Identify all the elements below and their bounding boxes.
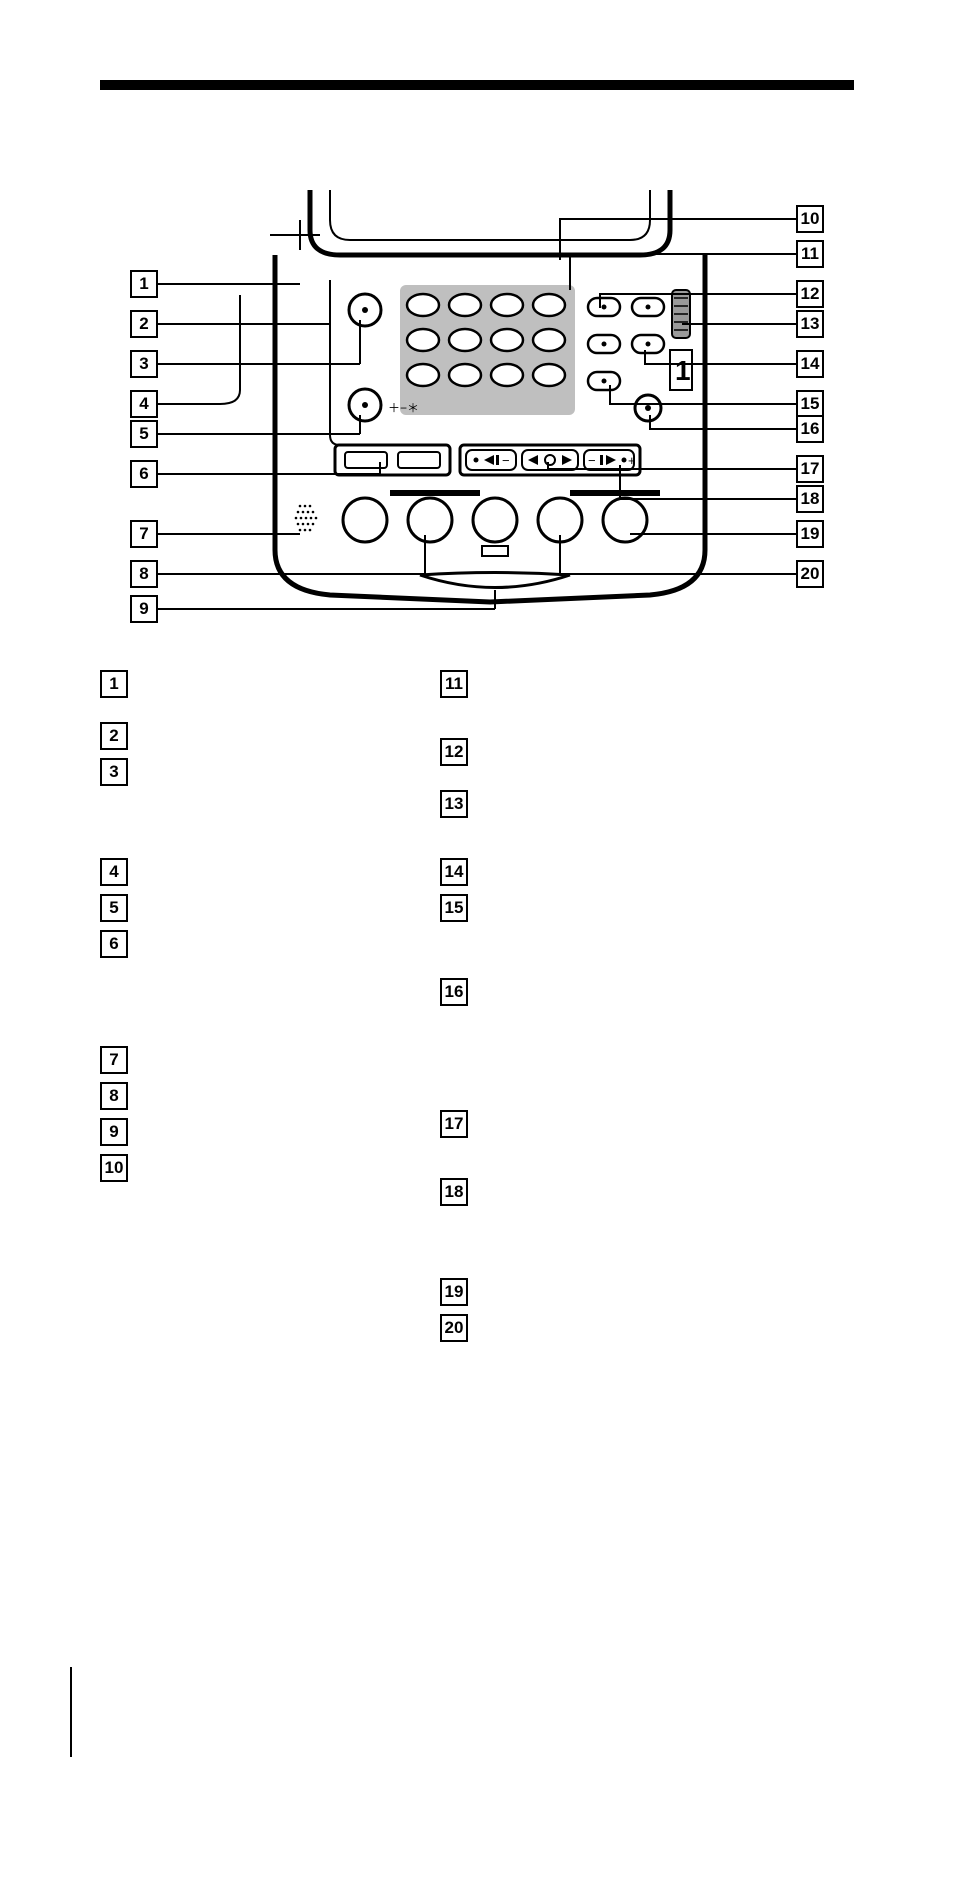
legend-left-column: 1 2 3 4 5 6 7 8 9 10 — [100, 670, 460, 1190]
diagram-callout-15: 15 — [796, 390, 824, 418]
legend-number-5: 5 — [100, 894, 128, 922]
diagram-callout-11: 11 — [796, 240, 824, 268]
legend-number-18: 18 — [440, 1178, 468, 1206]
diagram-callout-10: 10 — [796, 205, 824, 233]
diagram-callout-5: 5 — [130, 420, 158, 448]
legend-number-7: 7 — [100, 1046, 128, 1074]
legend-item-5: 5 — [100, 894, 460, 922]
legend-item-7: 7 — [100, 1046, 460, 1074]
legend-item-14: 14 — [440, 858, 800, 886]
legend-item-11: 11 — [440, 670, 800, 730]
diagram-callout-19: 19 — [796, 520, 824, 548]
diagram-callout-7: 7 — [130, 520, 158, 548]
legend-number-19: 19 — [440, 1278, 468, 1306]
diagram-callout-14: 14 — [796, 350, 824, 378]
legend-item-17: 17 — [440, 1110, 800, 1170]
legend-item-6: 6 — [100, 930, 460, 1038]
legend-item-15: 15 — [440, 894, 800, 970]
legend-number-1: 1 — [100, 670, 128, 698]
legend-number-9: 9 — [100, 1118, 128, 1146]
legend-item-13: 13 — [440, 790, 800, 850]
diagram-callout-17: 17 — [796, 455, 824, 483]
legend-item-9: 9 — [100, 1118, 460, 1146]
lead-lines-right — [100, 190, 854, 610]
legend-number-12: 12 — [440, 738, 468, 766]
diagram-callout-1: 1 — [130, 270, 158, 298]
legend-number-11: 11 — [440, 670, 468, 698]
legend-item-3: 3 — [100, 758, 460, 850]
legend-number-10: 10 — [100, 1154, 128, 1182]
legend-item-19: 19 — [440, 1278, 800, 1306]
page: 1 ＋−＊ — [0, 0, 954, 1877]
legend-number-3: 3 — [100, 758, 128, 786]
legend-item-10: 10 — [100, 1154, 460, 1182]
legend-item-4: 4 — [100, 858, 460, 886]
legend-item-12: 12 — [440, 738, 800, 782]
legend-item-2: 2 — [100, 722, 460, 750]
top-rule — [100, 80, 854, 90]
diagram-callout-4: 4 — [130, 390, 158, 418]
diagram-callout-6: 6 — [130, 460, 158, 488]
legend-number-16: 16 — [440, 978, 468, 1006]
diagram-callout-18: 18 — [796, 485, 824, 513]
legend-item-18: 18 — [440, 1178, 800, 1270]
legend-number-15: 15 — [440, 894, 468, 922]
diagram-callout-20: 20 — [796, 560, 824, 588]
diagram-callout-3: 3 — [130, 350, 158, 378]
legend-number-8: 8 — [100, 1082, 128, 1110]
footer-mark — [70, 1667, 76, 1757]
legend-item-20: 20 — [440, 1314, 800, 1342]
diagram-callout-12: 12 — [796, 280, 824, 308]
diagram-callout-13: 13 — [796, 310, 824, 338]
control-panel-diagram: 1 ＋−＊ — [100, 190, 854, 610]
legend-item-1: 1 — [100, 670, 460, 714]
diagram-callout-2: 2 — [130, 310, 158, 338]
legend-right-column: 11 12 13 14 15 16 17 18 19 20 — [440, 670, 800, 1350]
legend-number-13: 13 — [440, 790, 468, 818]
legend-number-4: 4 — [100, 858, 128, 886]
diagram-callout-9: 9 — [130, 595, 158, 623]
legend-number-2: 2 — [100, 722, 128, 750]
legend-number-17: 17 — [440, 1110, 468, 1138]
legend-item-8: 8 — [100, 1082, 460, 1110]
diagram-callout-16: 16 — [796, 415, 824, 443]
legend-number-6: 6 — [100, 930, 128, 958]
legend-item-16: 16 — [440, 978, 800, 1102]
diagram-callout-8: 8 — [130, 560, 158, 588]
legend-number-14: 14 — [440, 858, 468, 886]
legend-number-20: 20 — [440, 1314, 468, 1342]
